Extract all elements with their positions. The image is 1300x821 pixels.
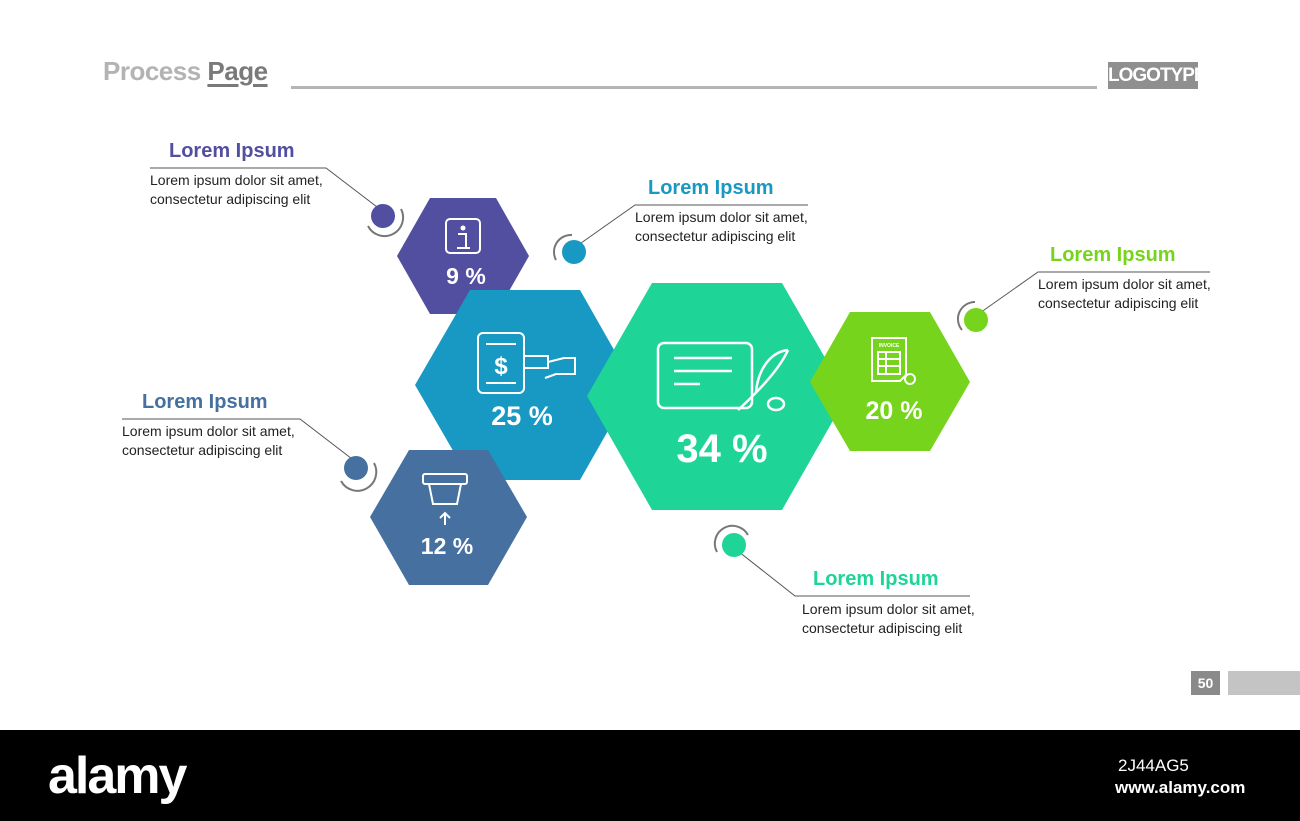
info-icon [445,218,481,254]
logotype: LOGOTYPE [1108,62,1207,89]
connector-line-4 [122,418,357,463]
callout-5-title: Lorem Ipsum [813,568,939,590]
callout-4-line2: consectetur adipiscing elit [122,442,283,458]
contract-signing-icon [656,341,790,412]
header-divider [291,86,1097,89]
page-number: 50 [1191,671,1220,695]
callout-2-line1: Lorem ipsum dolor sit amet, [635,209,808,225]
site-url: www.alamy.com [1115,778,1246,797]
callout-2-text: Lorem ipsum dolor sit amet, consectetur … [635,208,808,246]
callout-1-title: Lorem Ipsum [169,140,295,162]
invoice-icon-label: INVOICE [879,343,900,349]
callout-marker-3 [956,300,988,332]
hexagon-34-percent [587,283,847,510]
callout-3-line1: Lorem ipsum dolor sit amet, [1038,276,1211,292]
footer-bar [0,730,1300,821]
dollar-sign-icon: $ [494,353,508,380]
mobile-payment-icon [477,332,576,394]
callout-4-title: Lorem Ipsum [142,391,268,413]
image-code: 2J44AG5 [1118,756,1189,775]
callout-3-line2: consectetur adipiscing elit [1038,295,1199,311]
value-9-percent: 9 % [446,263,486,289]
callout-4-line1: Lorem ipsum dolor sit amet, [122,423,295,439]
callout-marker-4 [340,456,378,492]
page-number-bar [1228,671,1300,695]
callout-2-title: Lorem Ipsum [648,177,774,199]
value-34-percent: 34 % [676,427,767,471]
hexagon-9-percent [397,198,529,314]
callout-marker-1 [367,204,405,238]
value-12-percent: 12 % [421,533,473,559]
callout-5-text: Lorem ipsum dolor sit amet, consectetur … [802,600,975,638]
atm-card-icon [422,473,468,525]
connector-line-3 [976,271,1210,316]
value-20-percent: 20 % [866,397,923,425]
callout-1-text: Lorem ipsum dolor sit amet, consectetur … [150,171,323,209]
page-title-part2: Page [207,56,268,86]
connector-line-5 [733,547,970,597]
callout-1-line1: Lorem ipsum dolor sit amet, [150,172,323,188]
value-25-percent: 25 % [491,401,553,431]
callout-marker-2 [553,233,586,264]
connector-line-2 [573,204,808,249]
connector-line-1 [150,167,382,211]
callout-2-line2: consectetur adipiscing elit [635,228,796,244]
callout-marker-5 [713,524,749,557]
hexagon-diagram: $ INVOICE 9 % 25 % 12 % 34 % 20 % [122,167,1210,597]
page-title: Process Page [103,56,268,87]
callout-5-line2: consectetur adipiscing elit [802,620,963,636]
callout-5-line1: Lorem ipsum dolor sit amet, [802,601,975,617]
brand-logo: alamy [48,747,187,805]
callout-3-title: Lorem Ipsum [1050,244,1176,266]
callout-4-text: Lorem ipsum dolor sit amet, consectetur … [122,422,295,460]
callout-1-line2: consectetur adipiscing elit [150,191,311,207]
callout-3-text: Lorem ipsum dolor sit amet, consectetur … [1038,275,1211,313]
invoice-icon [871,337,916,385]
page-title-part1: Process [103,56,208,86]
